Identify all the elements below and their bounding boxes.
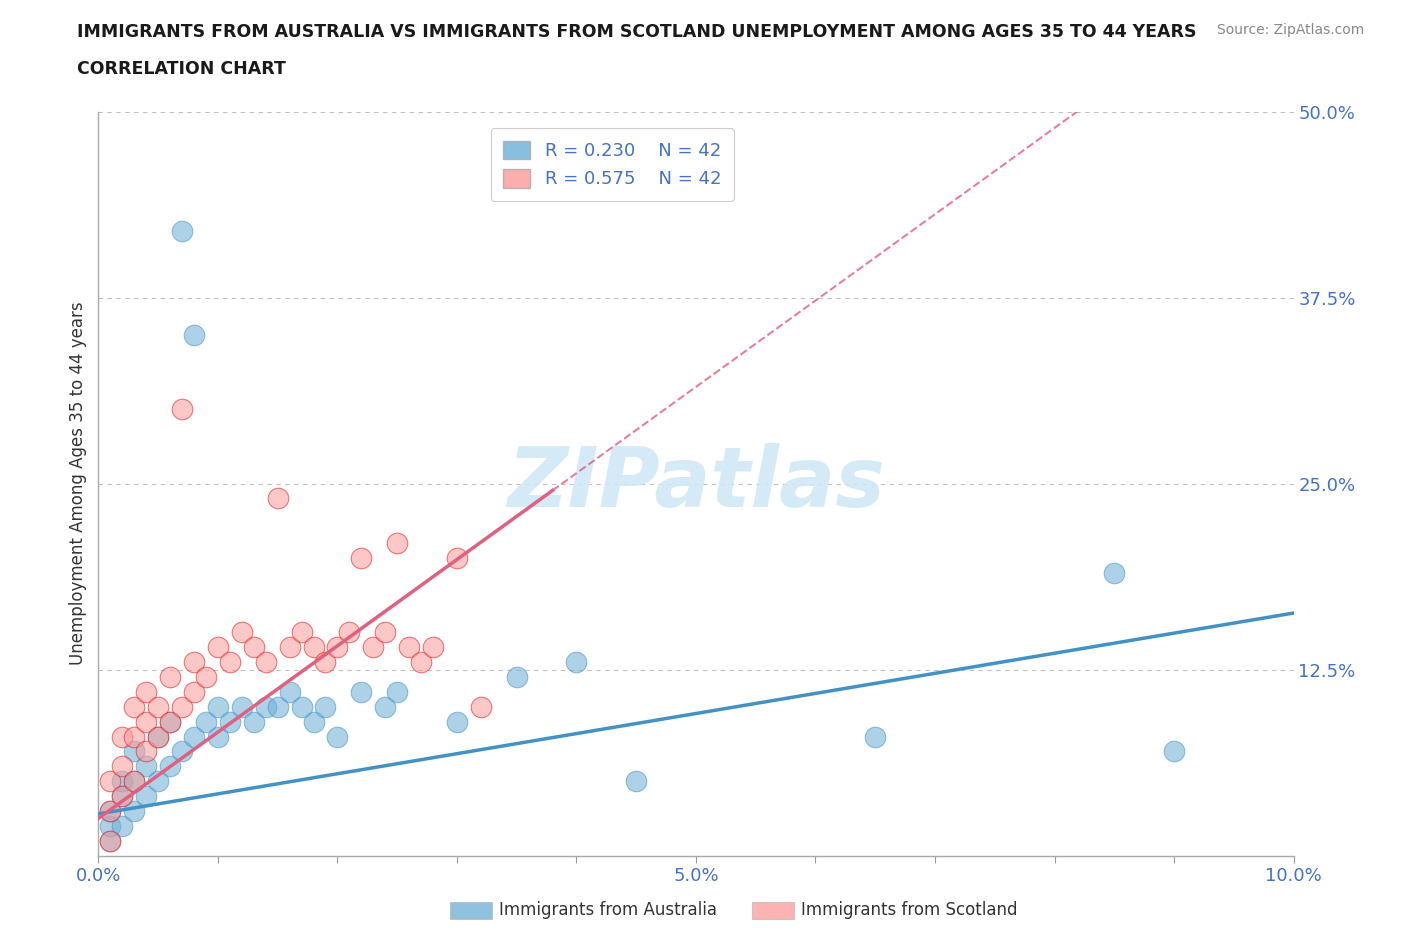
Point xyxy=(183,655,205,670)
Point xyxy=(374,699,396,714)
Point xyxy=(183,327,205,342)
Point xyxy=(98,833,122,848)
Point xyxy=(350,684,373,699)
Point xyxy=(243,640,266,655)
Point xyxy=(411,655,433,670)
Point xyxy=(506,670,529,684)
Text: Source: ZipAtlas.com: Source: ZipAtlas.com xyxy=(1216,23,1364,37)
Point xyxy=(159,759,181,774)
Point xyxy=(111,774,134,789)
Point xyxy=(148,774,170,789)
Point xyxy=(124,804,146,818)
Point xyxy=(111,789,134,804)
Point xyxy=(98,804,122,818)
Point xyxy=(422,640,444,655)
Point xyxy=(326,729,349,744)
Point xyxy=(148,699,170,714)
Point xyxy=(172,699,194,714)
Point xyxy=(159,714,181,729)
Point xyxy=(172,744,194,759)
Point xyxy=(159,714,181,729)
Point xyxy=(254,655,277,670)
Point xyxy=(111,818,134,833)
Point xyxy=(124,699,146,714)
Point xyxy=(111,789,134,804)
Point xyxy=(1104,565,1126,580)
Point xyxy=(626,774,648,789)
Point xyxy=(207,640,229,655)
Point xyxy=(124,774,146,789)
Point xyxy=(315,655,337,670)
Text: CORRELATION CHART: CORRELATION CHART xyxy=(77,60,287,78)
Point xyxy=(865,729,887,744)
Point xyxy=(363,640,385,655)
Point xyxy=(278,684,301,699)
Point xyxy=(124,774,146,789)
Point xyxy=(278,640,301,655)
Point xyxy=(207,729,229,744)
Point xyxy=(183,684,205,699)
Point xyxy=(195,714,218,729)
Point xyxy=(254,699,277,714)
Point xyxy=(243,714,266,729)
Point xyxy=(1163,744,1185,759)
Point xyxy=(135,744,157,759)
Point xyxy=(124,744,146,759)
Point xyxy=(219,714,242,729)
Point xyxy=(326,640,349,655)
Point xyxy=(398,640,420,655)
Point xyxy=(302,714,325,729)
Point xyxy=(98,774,122,789)
Point xyxy=(267,491,290,506)
Point xyxy=(148,729,170,744)
Point xyxy=(446,714,468,729)
Point xyxy=(446,551,468,565)
Point xyxy=(111,759,134,774)
Point xyxy=(172,402,194,417)
Point xyxy=(98,833,122,848)
Point xyxy=(291,699,314,714)
Point xyxy=(470,699,492,714)
Text: Immigrants from Scotland: Immigrants from Scotland xyxy=(801,901,1018,920)
Point xyxy=(98,804,122,818)
Point xyxy=(135,759,157,774)
Point xyxy=(302,640,325,655)
Point xyxy=(207,699,229,714)
Point xyxy=(350,551,373,565)
Point xyxy=(315,699,337,714)
Point xyxy=(183,729,205,744)
Point xyxy=(565,655,588,670)
Point xyxy=(172,223,194,238)
Point xyxy=(385,684,409,699)
Point xyxy=(231,625,253,640)
Point xyxy=(159,670,181,684)
Point xyxy=(111,729,134,744)
Point xyxy=(291,625,314,640)
Point xyxy=(135,789,157,804)
Point xyxy=(135,684,157,699)
Point xyxy=(124,729,146,744)
Y-axis label: Unemployment Among Ages 35 to 44 years: Unemployment Among Ages 35 to 44 years xyxy=(69,302,87,665)
Point xyxy=(148,729,170,744)
Legend: R = 0.230    N = 42, R = 0.575    N = 42: R = 0.230 N = 42, R = 0.575 N = 42 xyxy=(491,128,734,201)
Point xyxy=(195,670,218,684)
Point xyxy=(339,625,361,640)
Point xyxy=(374,625,396,640)
Point xyxy=(98,818,122,833)
Point xyxy=(231,699,253,714)
Point xyxy=(385,536,409,551)
Text: IMMIGRANTS FROM AUSTRALIA VS IMMIGRANTS FROM SCOTLAND UNEMPLOYMENT AMONG AGES 35: IMMIGRANTS FROM AUSTRALIA VS IMMIGRANTS … xyxy=(77,23,1197,41)
Point xyxy=(267,699,290,714)
Point xyxy=(135,714,157,729)
Point xyxy=(219,655,242,670)
Text: Immigrants from Australia: Immigrants from Australia xyxy=(499,901,717,920)
Text: ZIPatlas: ZIPatlas xyxy=(508,443,884,525)
